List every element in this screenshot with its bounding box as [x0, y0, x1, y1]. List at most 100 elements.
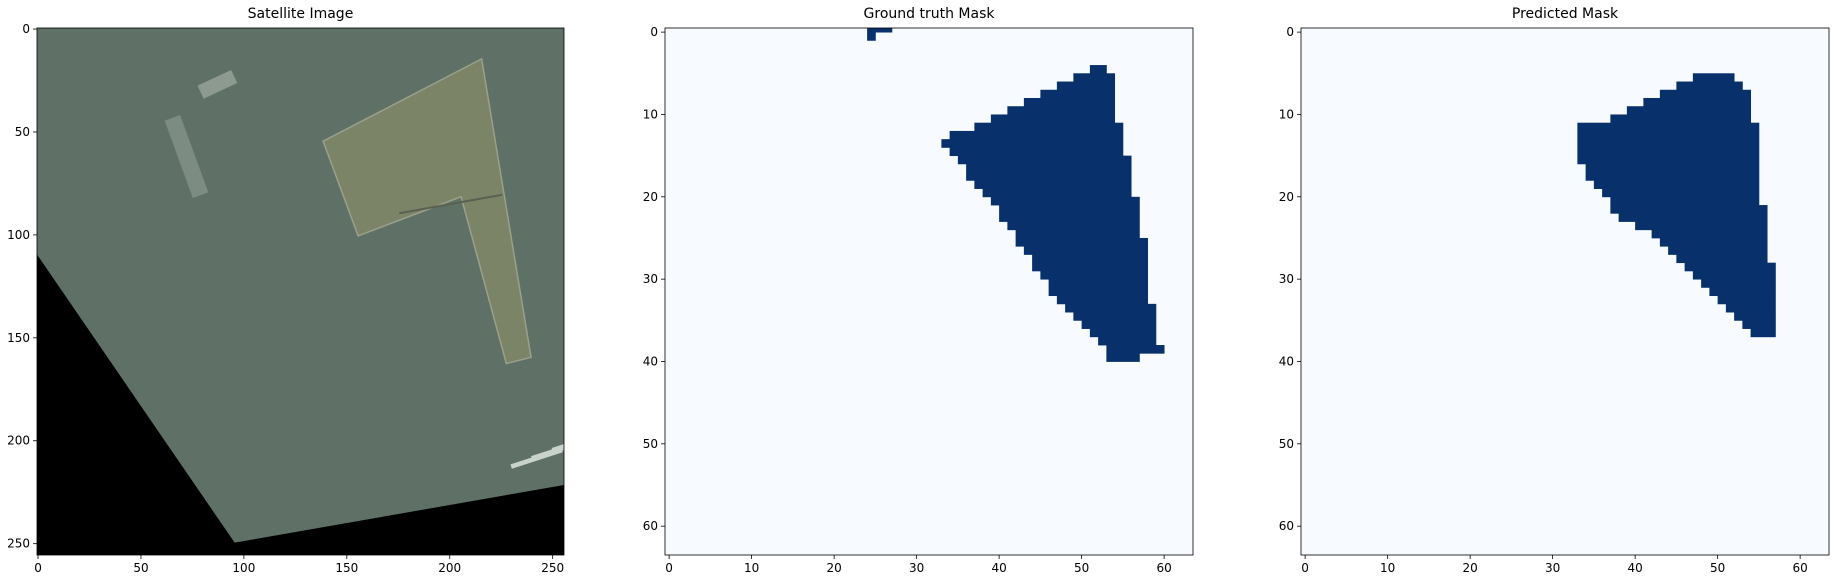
warehouse-roof — [322, 57, 532, 365]
mask-row — [1701, 279, 1776, 288]
mask-row — [1635, 221, 1768, 231]
mask-row — [1577, 155, 1760, 165]
axes-frame — [36, 27, 565, 556]
mask-row — [1585, 172, 1760, 181]
mask-row — [1106, 345, 1165, 354]
mask-row — [1709, 287, 1776, 297]
mask-row — [1023, 246, 1149, 255]
x-tick-label: 250 — [541, 561, 564, 575]
mask-row — [1065, 303, 1157, 313]
mask-row — [1577, 139, 1760, 148]
y-tick-label: 250 — [7, 537, 30, 551]
mask-row — [1073, 73, 1116, 82]
mask-row — [1098, 336, 1157, 346]
mask-row — [941, 139, 1124, 148]
y-tick-label: 0 — [1286, 25, 1294, 39]
mask-row — [1048, 287, 1149, 297]
mask-row — [1073, 312, 1157, 321]
panel-title: Satellite Image — [248, 6, 354, 22]
x-tick-label: 20 — [826, 561, 841, 575]
mask-row — [1602, 188, 1760, 198]
mask-row — [1610, 205, 1768, 214]
y-tick-label: 10 — [1279, 107, 1294, 121]
y-tick-label: 30 — [643, 272, 658, 286]
x-tick-label: 0 — [1301, 561, 1309, 575]
mask-row — [1015, 229, 1140, 239]
mask-row — [1725, 303, 1776, 313]
x-tick-label: 50 — [1074, 561, 1089, 575]
mask-row — [1750, 328, 1776, 338]
mask-row — [1040, 270, 1149, 280]
x-tick-label: 50 — [133, 561, 148, 575]
y-tick-label: 40 — [643, 354, 658, 368]
panel-2: Ground truth Mask 0 10 20 30 40 50 60 0 10 20 30 40 5… — [643, 6, 1194, 575]
x-tick-label: 10 — [744, 561, 759, 575]
mask-row — [867, 28, 893, 33]
axes-frame — [1300, 27, 1830, 556]
y-tick-label: 0 — [22, 22, 30, 36]
mask-row — [1676, 81, 1743, 91]
small-structure — [197, 69, 238, 99]
mask-row — [1106, 353, 1140, 362]
x-tick-label: 10 — [1380, 561, 1395, 575]
y-tick-label: 10 — [643, 107, 658, 121]
mask-row — [1742, 320, 1776, 329]
y-tick-label: 150 — [7, 331, 30, 345]
mask-row — [974, 122, 1124, 132]
mask-row — [957, 155, 1132, 165]
mask-row — [1692, 270, 1776, 280]
y-tick-label: 60 — [1279, 519, 1294, 533]
mask-row — [1659, 237, 1768, 247]
x-tick-label: 60 — [1156, 561, 1171, 575]
mask-row — [1081, 320, 1157, 329]
axes-frame — [664, 27, 1194, 556]
mask-row — [982, 188, 1132, 198]
roof-divider — [399, 193, 503, 215]
mask-row — [990, 114, 1116, 124]
y-tick-label: 50 — [15, 125, 30, 139]
plot-area — [1301, 28, 1829, 555]
mask-row — [1007, 106, 1116, 115]
mask-row — [999, 213, 1140, 222]
y-tick-label: 40 — [1279, 354, 1294, 368]
x-tick-label: 100 — [232, 561, 255, 575]
mask-row — [999, 205, 1140, 214]
mask-row — [1007, 221, 1140, 231]
mask-row — [1643, 97, 1752, 107]
mask-row — [1577, 122, 1760, 132]
x-tick-label: 30 — [1545, 561, 1560, 575]
mask-row — [966, 163, 1132, 173]
mask-row — [1651, 229, 1768, 239]
y-tick-label: 0 — [650, 25, 658, 39]
mask-row — [974, 180, 1132, 189]
mask-row — [1734, 312, 1776, 321]
y-tick-label: 200 — [7, 434, 30, 448]
y-tick-label: 50 — [1279, 437, 1294, 451]
mask-row — [1668, 246, 1768, 255]
y-tick-label: 20 — [1279, 190, 1294, 204]
mask-row — [990, 196, 1140, 206]
panel-3: Predicted Mask 0 10 20 30 40 50 60 0 10 20 30 40 50 60 — [1279, 6, 1830, 575]
mask-row — [1089, 65, 1107, 74]
plot-area — [665, 28, 1193, 555]
mask-row — [1015, 237, 1149, 247]
y-tick-label: 60 — [643, 519, 658, 533]
mask-row — [1040, 89, 1116, 99]
mask-row — [949, 130, 1124, 140]
x-tick-label: 50 — [1710, 561, 1725, 575]
mask-row — [1618, 213, 1768, 222]
mask-row — [1593, 180, 1760, 189]
mask-row — [1585, 163, 1760, 173]
mask-row — [1056, 295, 1149, 305]
mask-row — [1676, 254, 1768, 264]
x-tick-label: 20 — [1462, 561, 1477, 575]
x-tick-label: 30 — [909, 561, 924, 575]
mask-row — [1717, 295, 1776, 305]
y-tick-label: 100 — [7, 228, 30, 242]
y-tick-label: 50 — [643, 437, 658, 451]
plot-area — [37, 28, 564, 555]
mask-row — [1032, 254, 1149, 264]
panel-title: Ground truth Mask — [864, 6, 996, 22]
nodata-region — [37, 254, 564, 555]
